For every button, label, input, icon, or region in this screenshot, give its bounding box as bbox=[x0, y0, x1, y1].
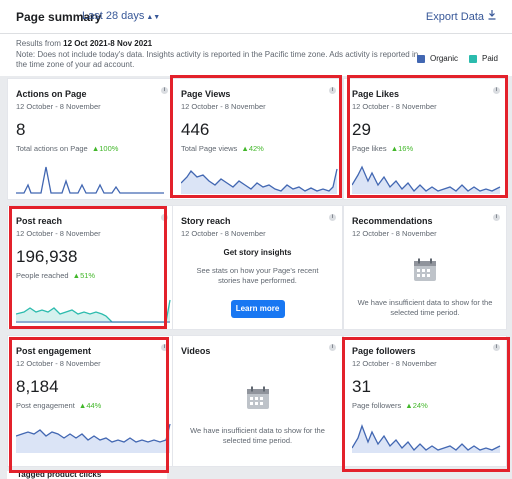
card-story-reach[interactable]: Story reach i 12 October - 8 November Ge… bbox=[172, 205, 343, 330]
card-title: Post engagement bbox=[16, 346, 92, 356]
caption-text: Page followers bbox=[352, 401, 402, 410]
page-summary-title: Page summary bbox=[16, 10, 102, 24]
card-page-views[interactable]: Page Views i 12 October - 8 November 446… bbox=[172, 78, 343, 200]
results-range: 12 Oct 2021-8 Nov 2021 bbox=[63, 39, 153, 48]
card-metric-value: 446 bbox=[181, 120, 210, 139]
page-views-sparkline bbox=[181, 168, 338, 194]
card-metric-value: 29 bbox=[352, 120, 371, 139]
card-page-likes[interactable]: Page Likes i 12 October - 8 November 29 … bbox=[343, 78, 507, 200]
trend-percent: 24% bbox=[412, 401, 428, 410]
card-date-range: 12 October - 8 November bbox=[16, 359, 101, 368]
organic-swatch bbox=[416, 54, 425, 63]
card-title: Story reach bbox=[181, 216, 231, 226]
trend-percent: 16% bbox=[398, 144, 414, 153]
trend-up-badge: ▲42% bbox=[241, 144, 264, 153]
download-icon bbox=[488, 10, 496, 23]
calendar-icon bbox=[414, 258, 436, 281]
card-title: Page followers bbox=[352, 346, 416, 356]
card-title: Page Likes bbox=[352, 89, 400, 99]
export-data-button[interactable]: Export Data bbox=[426, 10, 496, 23]
story-insights-body: See stats on how your Page's recent stor… bbox=[196, 266, 319, 285]
card-title: Page Views bbox=[181, 89, 231, 99]
results-notice: Results from 12 Oct 2021-8 Nov 2021 Note… bbox=[0, 34, 512, 76]
trend-up-badge: ▲24% bbox=[405, 401, 428, 410]
info-icon[interactable]: i bbox=[329, 344, 336, 351]
card-date-range: 12 October - 8 November bbox=[352, 229, 437, 238]
card-actions-on-page[interactable]: Actions on Page i 12 October - 8 Novembe… bbox=[7, 78, 175, 200]
card-metric-caption: Page likes ▲16% bbox=[352, 144, 413, 153]
card-metric-value: 8,184 bbox=[16, 377, 59, 396]
trend-up-badge: ▲100% bbox=[91, 144, 119, 153]
insufficient-data-message: We have insufficient data to show for th… bbox=[190, 426, 325, 445]
trend-percent: 51% bbox=[80, 271, 96, 280]
card-page-followers[interactable]: Page followers i 12 October - 8 November… bbox=[343, 335, 507, 467]
card-metric-value: 31 bbox=[352, 377, 371, 396]
page-likes-sparkline bbox=[352, 165, 501, 194]
info-icon[interactable]: i bbox=[161, 214, 168, 221]
card-metric-caption: Page followers ▲24% bbox=[352, 401, 428, 410]
info-icon[interactable]: i bbox=[493, 344, 500, 351]
legend-organic: Organic bbox=[429, 54, 458, 63]
card-title: Actions on Page bbox=[16, 89, 87, 99]
card-date-range: 12 October - 8 November bbox=[352, 359, 437, 368]
info-icon[interactable]: i bbox=[329, 214, 336, 221]
learn-more-button[interactable]: Learn more bbox=[230, 300, 285, 318]
trend-percent: 100% bbox=[99, 144, 119, 153]
card-title: Videos bbox=[181, 346, 211, 356]
export-data-label: Export Data bbox=[425, 11, 484, 23]
info-icon[interactable]: i bbox=[161, 87, 168, 94]
trend-percent: 44% bbox=[86, 401, 102, 410]
date-range-dropdown[interactable]: Last 28 days ▲▼ bbox=[82, 10, 160, 22]
legend-paid: Paid bbox=[481, 54, 498, 63]
results-prefix: Results from bbox=[16, 39, 61, 48]
caret-icon: ▲▼ bbox=[146, 14, 161, 21]
card-metric-caption: Post engagement ▲44% bbox=[16, 401, 101, 410]
card-videos[interactable]: Videos i We have insufficient data to sh… bbox=[172, 335, 343, 467]
card-post-reach[interactable]: Post reach i 12 October - 8 November 196… bbox=[7, 205, 175, 330]
card-metric-value: 196,938 bbox=[16, 247, 78, 266]
card-metric-caption: People reached ▲51% bbox=[16, 271, 95, 280]
card-metric-value: 8 bbox=[16, 120, 26, 139]
caption-text: Total actions on Page bbox=[16, 144, 88, 153]
card-title: Recommendations bbox=[352, 216, 433, 226]
info-icon[interactable]: i bbox=[493, 214, 500, 221]
info-icon[interactable]: i bbox=[329, 87, 336, 94]
page-followers-sparkline bbox=[352, 424, 501, 453]
card-date-range: 12 October - 8 November bbox=[181, 102, 266, 111]
card-post-engagement[interactable]: Post engagement i 12 October - 8 Novembe… bbox=[7, 335, 175, 467]
card-recommendations[interactable]: Recommendations i 12 October - 8 Novembe… bbox=[343, 205, 507, 330]
trend-up-badge: ▲51% bbox=[72, 271, 96, 280]
card-metric-caption: Total actions on Page ▲100% bbox=[16, 144, 118, 153]
date-range-label: Last 28 days bbox=[82, 10, 145, 22]
card-title: Tagged product clicks bbox=[17, 470, 102, 479]
caption-text: Page likes bbox=[352, 144, 387, 153]
notice-text: Results from 12 Oct 2021-8 Nov 2021 Note… bbox=[16, 39, 421, 71]
caption-text: Post engagement bbox=[16, 401, 75, 410]
card-date-range: 12 October - 8 November bbox=[16, 102, 101, 111]
caption-text: People reached bbox=[16, 271, 69, 280]
story-insights-heading: Get story insights bbox=[223, 248, 292, 257]
card-metric-caption: Total Page views ▲42% bbox=[181, 144, 264, 153]
post-reach-sparkline bbox=[16, 299, 171, 323]
post-engagement-sparkline bbox=[16, 423, 171, 453]
card-title: Post reach bbox=[16, 216, 63, 226]
trend-percent: 42% bbox=[248, 144, 264, 153]
calendar-icon bbox=[246, 386, 269, 409]
insufficient-data-message: We have insufficient data to show for th… bbox=[357, 298, 493, 317]
page-summary-header: Page summary Last 28 days ▲▼ Export Data bbox=[0, 0, 512, 34]
info-icon[interactable]: i bbox=[161, 344, 168, 351]
actions-sparkline bbox=[16, 166, 164, 194]
paid-swatch bbox=[468, 54, 477, 63]
card-date-range: 12 October - 8 November bbox=[16, 229, 101, 238]
info-icon[interactable]: i bbox=[493, 87, 500, 94]
card-date-range: 12 October - 8 November bbox=[181, 229, 266, 238]
legend: Organic Paid bbox=[416, 54, 498, 63]
caption-text: Total Page views bbox=[181, 144, 238, 153]
notice-note: Note: Does not include today's data. Ins… bbox=[16, 49, 419, 70]
card-tagged-product-clicks[interactable]: Tagged product clicks bbox=[7, 470, 167, 479]
card-date-range: 12 October - 8 November bbox=[352, 102, 437, 111]
trend-up-badge: ▲44% bbox=[78, 401, 102, 410]
trend-up-badge: ▲16% bbox=[390, 144, 414, 153]
